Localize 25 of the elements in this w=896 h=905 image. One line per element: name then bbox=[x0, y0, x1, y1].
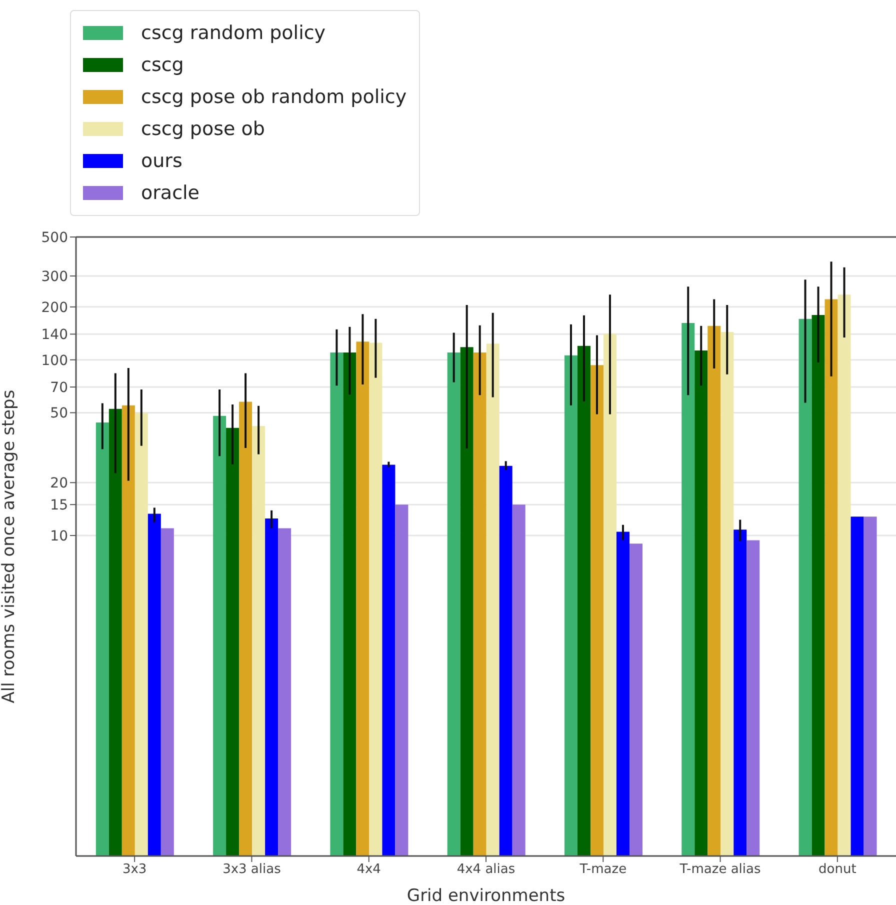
y-tick-label: 300 bbox=[41, 268, 68, 285]
x-tick-label: 4x4 alias bbox=[456, 862, 516, 878]
y-tick-label: 100 bbox=[41, 352, 68, 369]
y-tick-label: 10 bbox=[50, 528, 68, 544]
y-axis-title: All rooms visited once average steps bbox=[0, 390, 20, 704]
y-tick-label: 500 bbox=[41, 230, 68, 246]
x-tick-label: T-maze alias bbox=[678, 862, 761, 878]
x-axis-title: Grid environments bbox=[406, 886, 566, 905]
y-tick-label: 140 bbox=[41, 327, 68, 344]
x-tick-label: 4x4 bbox=[356, 862, 381, 878]
legend-label: oracle bbox=[141, 182, 200, 204]
x-tick-label: T-maze bbox=[578, 862, 627, 878]
x-tick-label: donut bbox=[818, 862, 856, 878]
y-tick-label: 70 bbox=[50, 380, 68, 396]
legend-label: ours bbox=[141, 150, 182, 172]
x-tick-label: 3x3 alias bbox=[222, 862, 282, 878]
x-tick-label: 3x3 bbox=[122, 862, 147, 878]
legend-label: cscg pose ob bbox=[141, 118, 265, 140]
legend-label: cscg random policy bbox=[141, 22, 326, 44]
y-tick-label: 200 bbox=[41, 300, 68, 316]
y-tick-label: 50 bbox=[50, 406, 68, 422]
y-tick-label: 15 bbox=[50, 498, 68, 514]
legend-label: cscg pose ob random policy bbox=[141, 86, 407, 108]
y-tick-label: 20 bbox=[50, 476, 68, 492]
legend-label: cscg bbox=[141, 54, 184, 76]
